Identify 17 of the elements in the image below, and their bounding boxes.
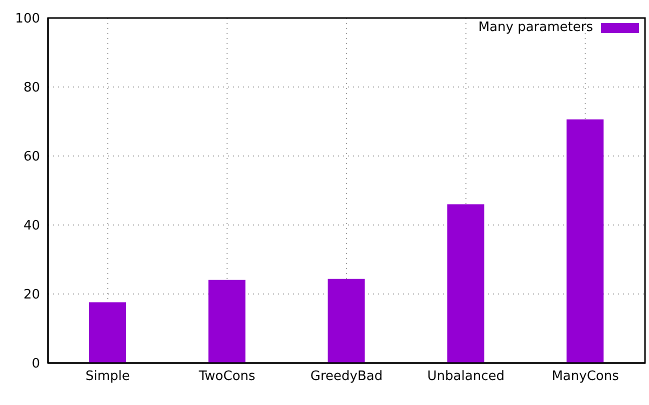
x-tick-label: Simple xyxy=(86,369,130,384)
x-tick-label: ManyCons xyxy=(552,369,620,384)
bar xyxy=(89,302,126,363)
bar xyxy=(566,119,604,363)
legend-label: Many parameters xyxy=(478,20,593,35)
y-tick-label: 80 xyxy=(23,80,40,96)
y-tick-label: 60 xyxy=(23,150,40,165)
bar xyxy=(208,280,246,363)
y-tick-label: 100 xyxy=(15,12,40,27)
bar xyxy=(447,204,484,363)
y-tick-label: 20 xyxy=(23,288,40,303)
x-tick-label: Unbalanced xyxy=(427,369,504,384)
y-tick-label: 0 xyxy=(32,356,40,372)
x-tick-label: GreedyBad xyxy=(310,369,383,384)
y-tick-label: 40 xyxy=(23,218,40,234)
x-tick-label: TwoCons xyxy=(198,369,256,384)
bar xyxy=(328,278,365,363)
